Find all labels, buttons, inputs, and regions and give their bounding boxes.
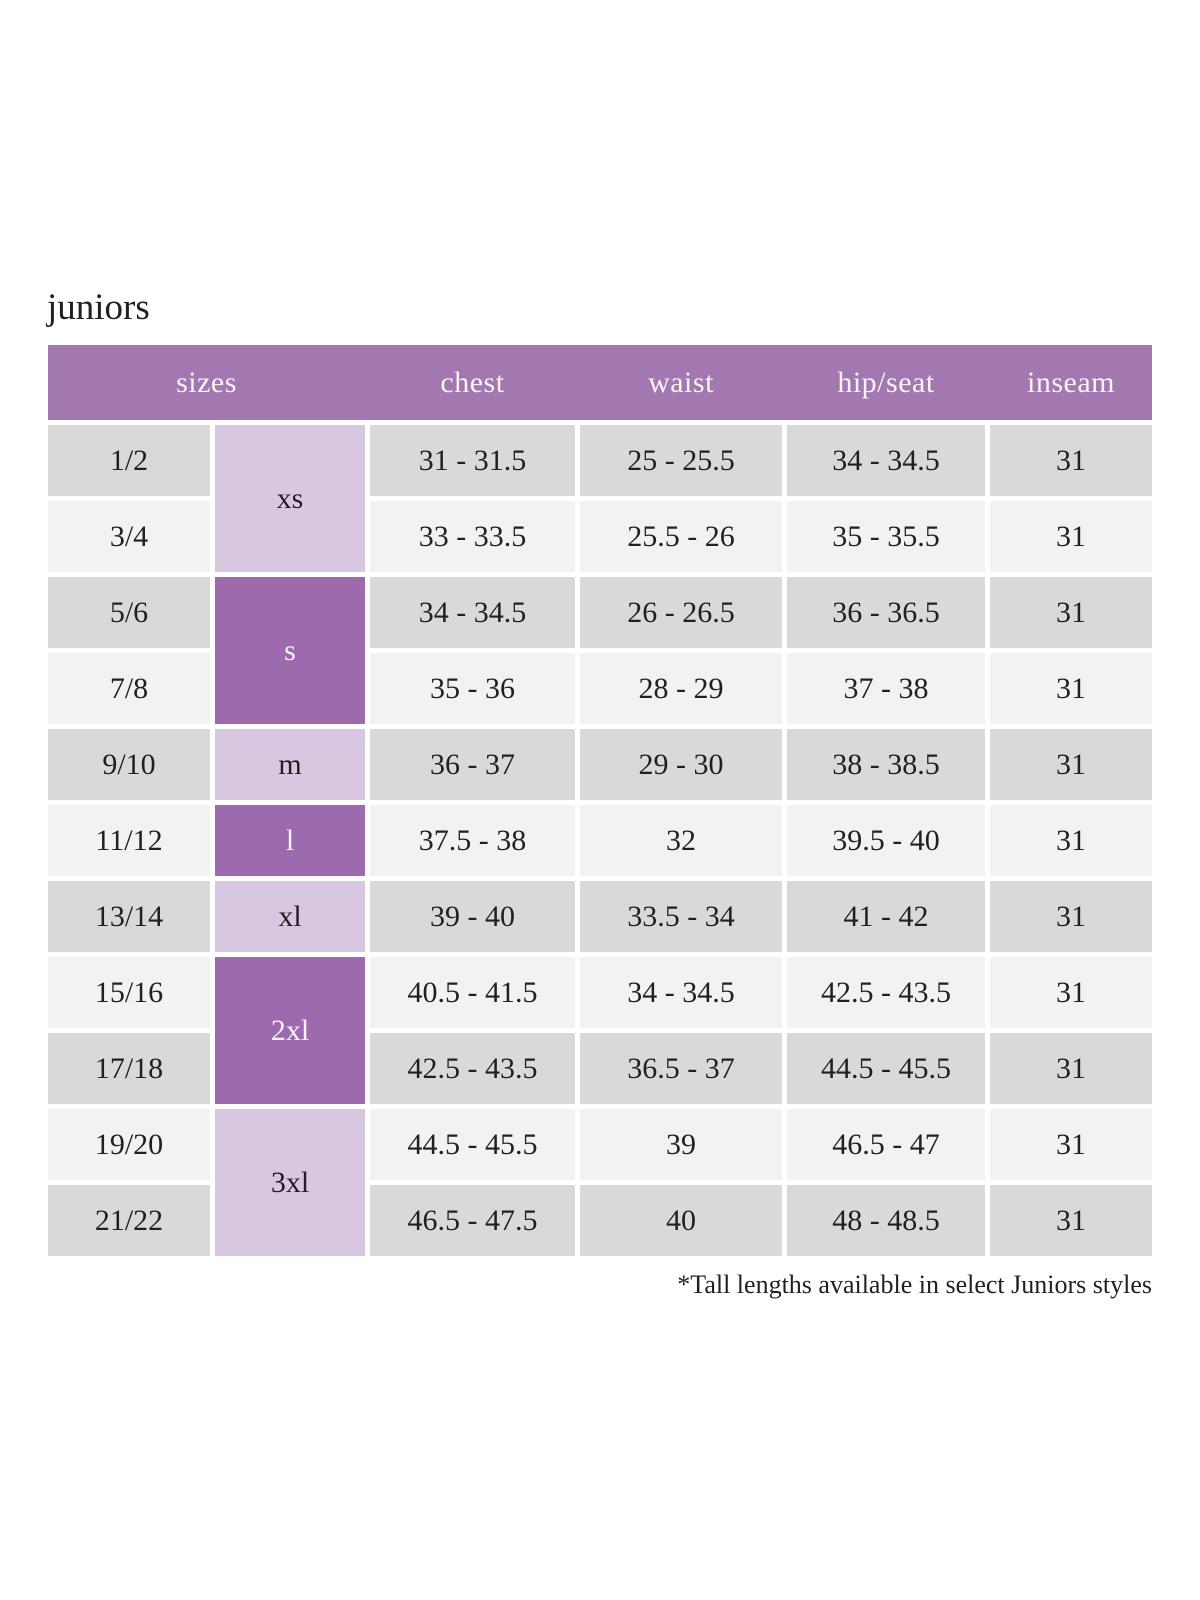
- size-cell: 15/16: [48, 957, 210, 1028]
- inseam-cell: 31: [990, 1109, 1152, 1180]
- hip-seat-cell: 46.5 - 47: [787, 1109, 985, 1180]
- waist-cell: 26 - 26.5: [580, 577, 782, 648]
- waist-cell: 34 - 34.5: [580, 957, 782, 1028]
- waist-cell: 25 - 25.5: [580, 425, 782, 496]
- inseam-cell: 31: [990, 501, 1152, 572]
- waist-cell: 28 - 29: [580, 653, 782, 724]
- hip-seat-cell: 41 - 42: [787, 881, 985, 952]
- size-cell: 19/20: [48, 1109, 210, 1180]
- column-header-sizes: sizes: [176, 365, 237, 399]
- chest-cell: 34 - 34.5: [370, 577, 575, 648]
- hip-seat-cell: 34 - 34.5: [787, 425, 985, 496]
- waist-cell: 40: [580, 1185, 782, 1256]
- column-header-waist: waist: [648, 365, 714, 399]
- chest-cell: 37.5 - 38: [370, 805, 575, 876]
- inseam-cell: 31: [990, 881, 1152, 952]
- column-header-chest: chest: [440, 365, 505, 399]
- size-cell: 3/4: [48, 501, 210, 572]
- inseam-cell: 31: [990, 577, 1152, 648]
- waist-cell: 32: [580, 805, 782, 876]
- size-cell: 21/22: [48, 1185, 210, 1256]
- size-group-cell-m: m: [215, 729, 365, 800]
- size-cell: 7/8: [48, 653, 210, 724]
- hip-seat-cell: 44.5 - 45.5: [787, 1033, 985, 1104]
- chest-cell: 36 - 37: [370, 729, 575, 800]
- chest-cell: 44.5 - 45.5: [370, 1109, 575, 1180]
- size-cell: 1/2: [48, 425, 210, 496]
- juniors-size-table: sizes chest waist hip/seat inseam 1/2 31 …: [48, 345, 1152, 1256]
- size-cell: 11/12: [48, 805, 210, 876]
- inseam-cell: 31: [990, 425, 1152, 496]
- waist-cell: 29 - 30: [580, 729, 782, 800]
- waist-cell: 25.5 - 26: [580, 501, 782, 572]
- chest-cell: 46.5 - 47.5: [370, 1185, 575, 1256]
- size-group-cell-l: l: [215, 805, 365, 876]
- waist-cell: 33.5 - 34: [580, 881, 782, 952]
- hip-seat-cell: 42.5 - 43.5: [787, 957, 985, 1028]
- hip-seat-cell: 48 - 48.5: [787, 1185, 985, 1256]
- hip-seat-cell: 38 - 38.5: [787, 729, 985, 800]
- chest-cell: 31 - 31.5: [370, 425, 575, 496]
- chest-cell: 40.5 - 41.5: [370, 957, 575, 1028]
- inseam-cell: 31: [990, 805, 1152, 876]
- size-group-cell-xs: xs: [215, 425, 365, 572]
- column-header-hip-seat: hip/seat: [837, 365, 935, 399]
- inseam-cell: 31: [990, 653, 1152, 724]
- size-group-cell-3xl: 3xl: [215, 1109, 365, 1256]
- size-cell: 13/14: [48, 881, 210, 952]
- inseam-cell: 31: [990, 957, 1152, 1028]
- chest-cell: 39 - 40: [370, 881, 575, 952]
- chest-cell: 42.5 - 43.5: [370, 1033, 575, 1104]
- hip-seat-cell: 39.5 - 40: [787, 805, 985, 876]
- inseam-cell: 31: [990, 1033, 1152, 1104]
- inseam-cell: 31: [990, 1185, 1152, 1256]
- table-header-row: sizes chest waist hip/seat inseam: [48, 345, 1152, 420]
- size-group-cell-xl: xl: [215, 881, 365, 952]
- size-cell: 17/18: [48, 1033, 210, 1104]
- waist-cell: 39: [580, 1109, 782, 1180]
- column-header-inseam: inseam: [1027, 365, 1115, 399]
- hip-seat-cell: 35 - 35.5: [787, 501, 985, 572]
- page-title: juniors: [47, 287, 150, 328]
- footnote: *Tall lengths available in select Junior…: [677, 1270, 1152, 1299]
- size-group-cell-2xl: 2xl: [215, 957, 365, 1104]
- waist-cell: 36.5 - 37: [580, 1033, 782, 1104]
- chest-cell: 33 - 33.5: [370, 501, 575, 572]
- hip-seat-cell: 37 - 38: [787, 653, 985, 724]
- size-cell: 5/6: [48, 577, 210, 648]
- chest-cell: 35 - 36: [370, 653, 575, 724]
- size-cell: 9/10: [48, 729, 210, 800]
- hip-seat-cell: 36 - 36.5: [787, 577, 985, 648]
- size-group-cell-s: s: [215, 577, 365, 724]
- inseam-cell: 31: [990, 729, 1152, 800]
